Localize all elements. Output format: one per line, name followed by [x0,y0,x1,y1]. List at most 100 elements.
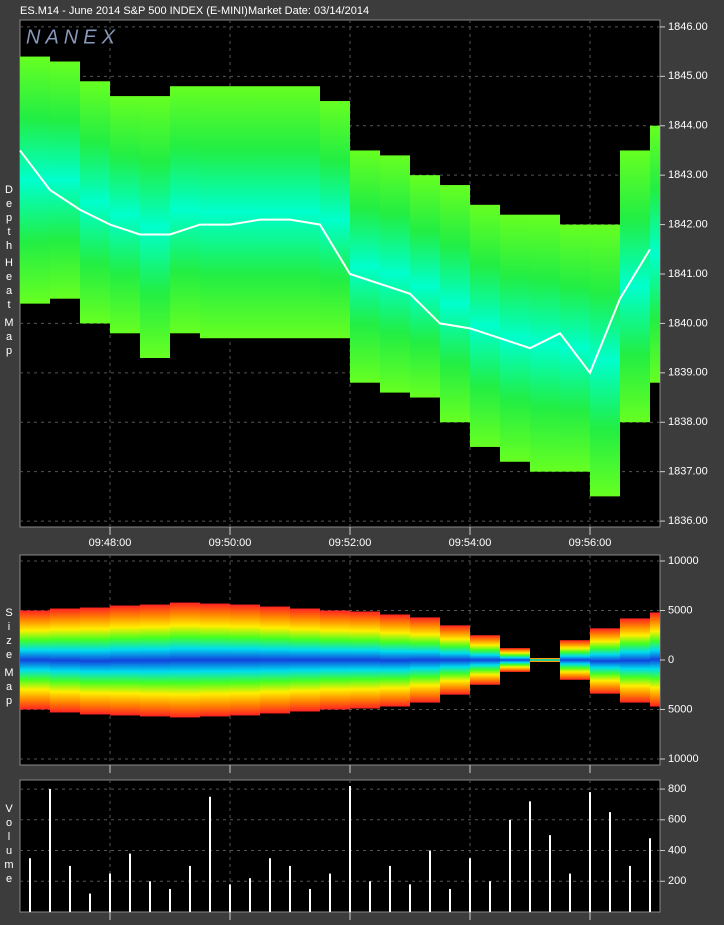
y-tick-label: 1842.00 [668,218,708,230]
depth-column [530,214,560,472]
size-column [650,612,660,707]
y-tick-label: 1838.00 [668,416,708,428]
trade-line [19,149,651,375]
y-tick-label: 1845.00 [668,70,708,82]
volume-bar [29,858,31,912]
x-tick-label: 09:54:00 [449,537,492,549]
size-column [470,635,500,685]
size-column [320,610,350,710]
volume-bar [189,865,191,912]
volume-bar [89,893,91,912]
size-column [620,618,650,703]
volume-bar [309,888,311,912]
y-tick-label: 1844.00 [668,120,708,132]
size-column [140,604,170,717]
volume-bar [629,865,631,912]
y-tick-label: 200 [668,875,686,887]
y-axis-label: Volume [3,803,15,887]
depth-column [170,86,200,334]
volume-bar [589,792,591,912]
depth-column [20,56,50,304]
size-column [500,648,530,672]
size-column [590,628,620,694]
size-column [290,608,320,712]
volume-bar [49,789,51,912]
volume-bar [329,873,331,912]
volume-bar [429,850,431,912]
y-tick-label: 1839.00 [668,367,708,379]
volume-bar [269,858,271,912]
depth-column [560,224,590,472]
depth-column [320,101,350,339]
y-tick-label: 1846.00 [668,21,708,33]
size-column [20,610,50,710]
x-tick-label: 09:50:00 [209,537,252,549]
depth-column [650,125,660,383]
y-tick-label: 0 [668,654,674,666]
depth-column [200,86,230,339]
size-column [530,658,560,662]
depth-column [140,96,170,358]
depth-column [110,96,140,334]
depth-column [80,81,110,324]
depth-column [290,86,320,339]
depth-column [620,150,650,423]
market-date: Market Date: 03/14/2014 [248,5,369,17]
volume-bar [529,801,531,912]
volume-bar [469,858,471,912]
volume-bar [549,835,551,912]
size-column [170,602,200,718]
volume-bar [409,884,411,912]
y-tick-label: 1841.00 [668,268,708,280]
y-tick-label: 1840.00 [668,317,708,329]
volume-bar [369,881,371,912]
volume-bar [109,873,111,912]
depth-column [410,175,440,398]
volume-bar [209,796,211,912]
logo: NANEX [26,26,120,48]
y-tick-label: 1837.00 [668,466,708,478]
y-tick-label: 1836.00 [668,515,708,527]
size-column [410,617,440,703]
y-tick-label: 5000 [668,703,692,715]
y-axis-label: Heat [3,256,15,313]
size-column [440,625,470,695]
depth-column [50,61,80,299]
depth-column [470,204,500,447]
y-axis-label: Size [3,606,15,663]
size-column [50,608,80,713]
size-column [200,603,230,717]
size-column [380,614,410,707]
volume-bar [649,838,651,912]
size-column [230,604,260,716]
volume-bar [609,812,611,912]
volume-bar [249,878,251,912]
size-column [260,606,290,714]
size-column [350,611,380,709]
y-tick-label: 10000 [668,753,699,765]
y-tick-label: 600 [668,814,686,826]
volume-bar [169,888,171,912]
volume-bar [389,865,391,912]
depth-column [440,185,470,423]
y-tick-label: 10000 [668,555,699,567]
volume-bar [449,888,451,912]
size-column [560,640,590,680]
depth-column [380,155,410,393]
y-axis-label: Map [3,316,15,359]
volume-bar [69,865,71,912]
depth-column [260,86,290,339]
x-tick-label: 09:56:00 [569,537,612,549]
x-tick-label: 09:48:00 [89,537,132,549]
y-tick-label: 1843.00 [668,169,708,181]
y-tick-label: 400 [668,844,686,856]
volume-bar [289,865,291,912]
size-column [80,607,110,715]
y-axis-label: Depth [3,183,15,254]
volume-bar [229,884,231,912]
y-tick-label: 800 [668,783,686,795]
depth-column [230,86,260,339]
volume-bar [509,819,511,912]
depth-column [350,150,380,383]
